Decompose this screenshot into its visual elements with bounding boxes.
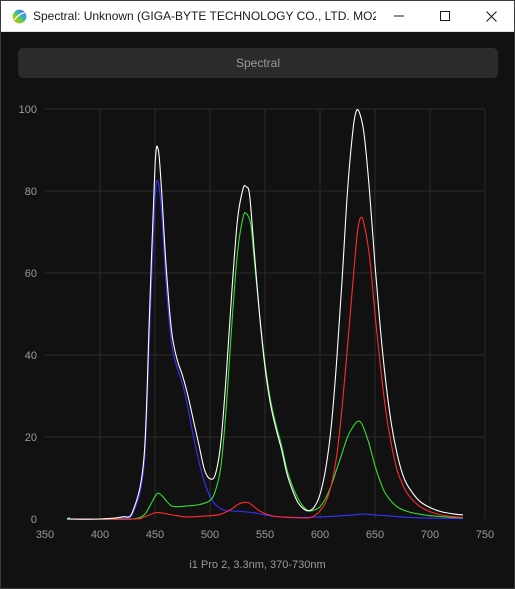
x-tick-label: 600 — [311, 529, 329, 541]
x-tick-label: 450 — [146, 529, 164, 541]
red-spectrum-line — [66, 216, 464, 520]
y-tick-label: 0 — [31, 514, 37, 526]
x-tick-label: 750 — [476, 529, 494, 541]
white-spectrum-line — [66, 108, 464, 520]
close-button[interactable] — [468, 1, 514, 32]
x-tick-label: 350 — [36, 529, 54, 541]
x-tick-label: 400 — [91, 529, 109, 541]
instrument-caption: i1 Pro 2, 3.3nm, 370-730nm — [189, 559, 326, 571]
y-tick-label: 20 — [25, 432, 37, 444]
title-bar[interactable]: Spectral: Unknown (GIGA-BYTE TECHNOLOGY … — [1, 1, 514, 32]
y-tick-label: 40 — [25, 350, 37, 362]
x-tick-label: 650 — [366, 529, 384, 541]
content-area: Spectral 350 400 450 500 550 600 650 700 750 0 20 4… — [1, 32, 514, 588]
window-title: Spectral: Unknown (GIGA-BYTE TECHNOLOGY … — [33, 9, 376, 23]
minimize-icon — [394, 15, 404, 17]
x-tick-label: 500 — [201, 529, 219, 541]
y-tick-label: 80 — [25, 186, 37, 198]
x-tick-label: 550 — [256, 529, 274, 541]
spectral-tab-button[interactable]: Spectral — [18, 48, 498, 78]
minimize-button[interactable] — [376, 1, 422, 32]
y-tick-label: 60 — [25, 268, 37, 280]
y-tick-label: 100 — [19, 104, 37, 116]
blue-spectrum-line — [66, 179, 464, 520]
maximize-icon — [440, 11, 450, 21]
spectral-chart: 350 400 450 500 550 600 650 700 750 0 20 40 60 80 100 — [19, 104, 495, 541]
app-icon — [12, 9, 27, 23]
green-spectrum-line — [66, 212, 464, 520]
x-tick-label: 700 — [421, 529, 439, 541]
close-icon — [485, 10, 497, 22]
maximize-button[interactable] — [422, 1, 468, 32]
